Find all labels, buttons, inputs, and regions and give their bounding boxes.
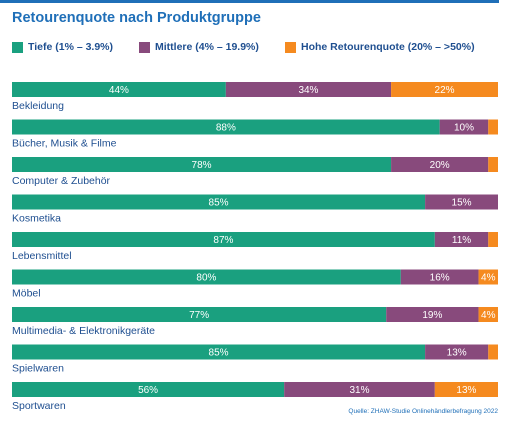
data-label: 44% [109,85,129,96]
legend-label-hohe: Hohe Retourenquote (20% – >50%) [301,41,475,53]
data-label: 31% [349,385,369,396]
bar-segment [284,382,435,397]
legend-item-mittlere: Mittlere (4% – 19.9%) [139,41,259,53]
legend-swatch-hohe [285,41,296,53]
bar-segment [391,82,498,97]
bar-segment [12,157,392,172]
legend-label-tiefe: Tiefe (1% – 3.9%) [28,41,114,53]
bar-segment [400,269,479,285]
data-label: 85% [209,348,229,359]
bar-segment [425,194,498,210]
data-label: 19% [422,310,442,321]
legend-swatch-tiefe [12,41,23,53]
category-label: Multimedia- & Elektronikgeräte [12,325,155,337]
bar-segment [12,307,387,322]
category-label: Lebensmittel [12,250,72,262]
bar-segment [12,82,226,97]
data-label: 88% [216,123,236,134]
category-label: Kosmetika [12,213,61,225]
data-label: 56% [138,385,158,396]
bar-segment [12,269,401,285]
bar-segment [12,382,285,397]
bar-segment [391,157,489,172]
legend: Tiefe (1% – 3.9%) Mittlere (4% – 19.9%) … [12,41,511,55]
legend-swatch-mittlere [139,41,150,53]
bar-segment [434,382,498,397]
data-label: 13% [447,348,467,359]
bar-segment [488,232,498,247]
bar-segment [12,344,426,360]
category-label: Spielwaren [12,363,64,375]
category-label: Möbel [12,288,41,300]
data-label: 80% [196,273,216,284]
bar-segment [488,344,498,360]
bar-segment [425,344,489,360]
data-label: 87% [213,235,233,246]
category-label: Bücher, Musik & Filme [12,138,117,150]
data-label: 16% [430,273,450,284]
data-label: 13% [456,385,476,396]
bar-segment [434,232,489,247]
data-label: 15% [452,198,472,209]
data-label: 34% [298,85,318,96]
bar-segment [12,232,435,247]
bar-segment [488,119,498,135]
bar-segment [225,82,392,97]
bar-segment [478,307,498,322]
data-label: 10% [454,123,474,134]
legend-item-tiefe: Tiefe (1% – 3.9%) [12,41,113,53]
data-label: 78% [192,160,212,171]
legend-item-hohe: Hohe Retourenquote (20% – >50%) [285,41,475,53]
category-label: Bekleidung [12,100,64,112]
data-label: 77% [189,310,209,321]
source-note: Quelle: ZHAW-Studie Onlinehändlerbefragu… [348,408,498,415]
bar-segment [386,307,479,322]
chart-title: Retourenquote nach Produktgruppe [12,10,261,26]
data-label: 20% [430,160,450,171]
data-label: 11% [452,235,471,246]
data-label: 22% [435,85,455,96]
bar-segment [12,194,426,210]
bar-segment [439,119,489,135]
title-rule [0,0,499,3]
bar-segment [12,119,440,135]
data-label: 85% [209,198,229,209]
category-label: Computer & Zubehör [12,175,111,187]
data-label: 4% [481,310,496,321]
legend-label-mittlere: Mittlere (4% – 19.9%) [155,41,259,53]
data-label: 4% [481,273,496,284]
bar-segment [478,269,498,285]
bar-segment [488,157,498,172]
category-label: Sportwaren [12,400,66,412]
